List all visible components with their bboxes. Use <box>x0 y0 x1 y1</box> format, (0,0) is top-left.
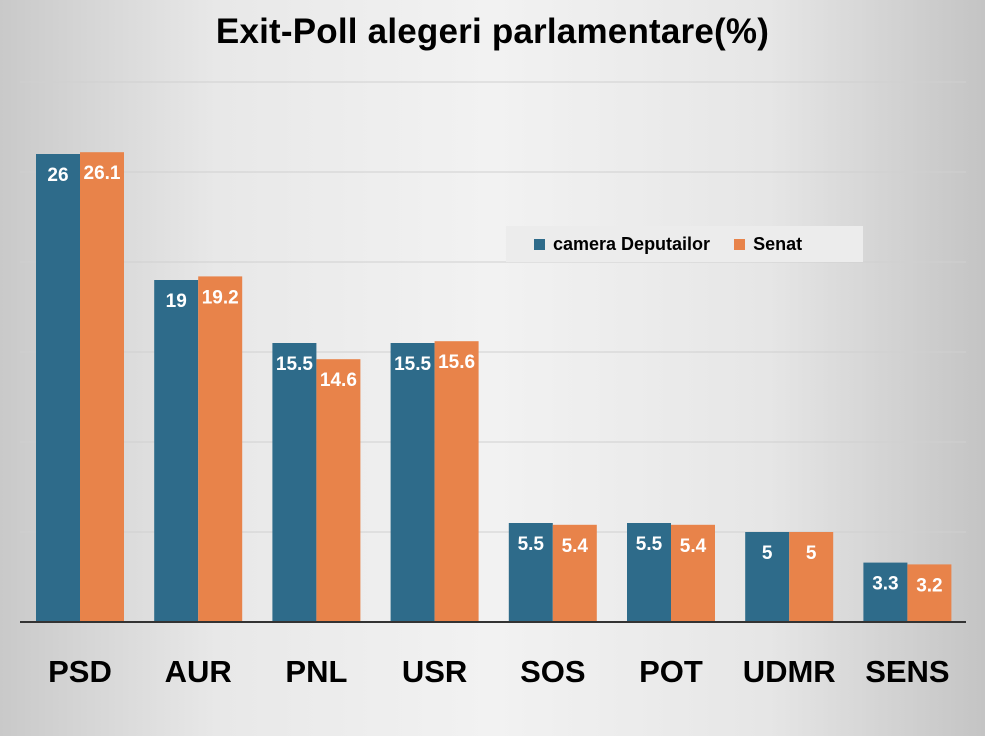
category-label: PNL <box>285 654 347 689</box>
bar-senate <box>671 524 715 622</box>
data-label: 26 <box>47 165 68 186</box>
data-label: 19 <box>166 291 187 312</box>
bar-deputies <box>272 343 317 622</box>
data-label: 15.6 <box>438 352 475 373</box>
data-label: 5 <box>806 543 817 564</box>
data-label: 3.3 <box>872 574 898 595</box>
bar-senate <box>552 524 597 622</box>
category-label: UDMR <box>743 654 836 689</box>
bar-deputies <box>863 562 908 622</box>
data-label: 15.5 <box>394 354 431 375</box>
bar-deputies <box>745 532 790 622</box>
data-label: 5.5 <box>636 534 663 555</box>
bar-deputies <box>390 343 435 622</box>
category-label: PSD <box>48 654 112 689</box>
data-label: 15.5 <box>276 354 313 375</box>
legend-swatch-deputies <box>534 238 545 250</box>
category-label: SENS <box>865 654 949 689</box>
data-label: 14.6 <box>320 370 357 391</box>
legend-item-senate: Senat <box>734 234 802 255</box>
legend-label-deputies: camera Deputailor <box>553 233 711 254</box>
legend-item-deputies: camera Deputailor <box>534 234 710 255</box>
chart-title: Exit-Poll alegeri parlamentare(%) <box>215 12 770 51</box>
data-label: 5.5 <box>518 534 545 555</box>
bar-deputies <box>154 280 199 622</box>
bar-senate <box>198 276 243 622</box>
data-label: 19.2 <box>202 287 239 308</box>
bar-deputies <box>36 154 80 622</box>
data-label: 5 <box>762 543 773 564</box>
bar-deputies <box>508 523 553 622</box>
legend-swatch-senate <box>734 238 746 250</box>
category-label: POT <box>639 654 703 689</box>
category-label: USR <box>402 654 467 689</box>
chart-legend: camera Deputailor Senat <box>506 226 863 262</box>
bar-senate <box>80 152 124 622</box>
bar-senate <box>434 341 479 622</box>
data-label: 26.1 <box>84 163 121 184</box>
category-label: AUR <box>165 654 232 689</box>
bar-senate <box>789 532 834 622</box>
bar-deputies <box>627 523 671 622</box>
bar-senate <box>316 359 361 622</box>
data-label: 5.4 <box>680 536 707 557</box>
legend-label-senate: Senat <box>753 233 803 254</box>
bar-senate <box>907 564 952 622</box>
data-label: 5.4 <box>562 536 589 557</box>
category-label: SOS <box>520 654 585 689</box>
data-label: 3.2 <box>916 575 942 596</box>
